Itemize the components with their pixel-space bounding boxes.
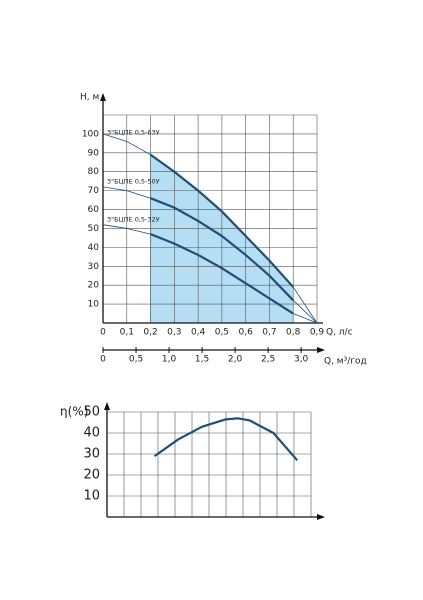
- efficiency-curve: [153, 417, 299, 462]
- arrow: [317, 514, 325, 520]
- curve-work: [149, 153, 295, 288]
- x2-tick-label: 1,5: [195, 355, 209, 365]
- x-tick-label: 0: [100, 328, 106, 338]
- y-tick-label: 90: [88, 148, 100, 158]
- curve-work: [150, 233, 294, 315]
- curve-label: 3"БЦПЕ 0,5-63У: [107, 128, 160, 136]
- y-tick-label: 10: [83, 489, 100, 504]
- x2-tick-label: 2,0: [228, 355, 243, 365]
- y-tick-label: 70: [88, 186, 100, 196]
- x-tick-label: 0,5: [215, 328, 229, 338]
- arrow: [104, 402, 110, 410]
- arrow: [317, 347, 325, 353]
- x-tick-label: 0,8: [286, 328, 301, 338]
- x2-tick-label: 1,0: [162, 355, 177, 365]
- x-tick-label: 0,3: [167, 328, 181, 338]
- x-tick-label: 0,2: [143, 328, 157, 338]
- x2-tick-label: 2,5: [261, 355, 275, 365]
- y-tick-label: 20: [83, 468, 100, 483]
- y-tick-label: 50: [83, 405, 100, 420]
- x2-tick-label: 0: [100, 355, 106, 365]
- curve-label: 3"БЦПЕ 0,5-50У: [107, 178, 160, 186]
- y-tick-label: 60: [88, 205, 100, 215]
- x2-tick-label: 0,5: [129, 355, 143, 365]
- y-tick-label: 30: [83, 447, 100, 462]
- y-tick-label: 20: [88, 281, 100, 291]
- arrow: [100, 93, 106, 101]
- curve-label: 3"БЦПЕ 0,5-32У: [107, 215, 160, 223]
- y-tick-label: 100: [82, 129, 99, 139]
- y-tick-label: 40: [88, 243, 100, 253]
- y-tick-label: 10: [88, 300, 100, 310]
- y-tick-label: 40: [83, 426, 100, 441]
- curve-work: [150, 197, 295, 302]
- x-tick-label: 0,4: [191, 328, 206, 338]
- y-tick-label: 30: [88, 262, 100, 272]
- y-tick-label: 50: [88, 224, 100, 234]
- x2-tick-label: 3,0: [294, 355, 309, 365]
- y-axis-label: η(%): [60, 405, 88, 419]
- y-axis-label: H, м: [80, 93, 99, 103]
- y-tick-label: 80: [88, 167, 100, 177]
- x-tick-label: 0,9: [310, 328, 325, 338]
- x-tick-label: 0,7: [262, 328, 276, 338]
- x-axis-label: Q, л/с: [326, 328, 353, 338]
- x-tick-label: 0,6: [239, 328, 254, 338]
- x-tick-label: 0,1: [120, 328, 134, 338]
- x2-axis-label: Q, м³/год: [324, 357, 367, 367]
